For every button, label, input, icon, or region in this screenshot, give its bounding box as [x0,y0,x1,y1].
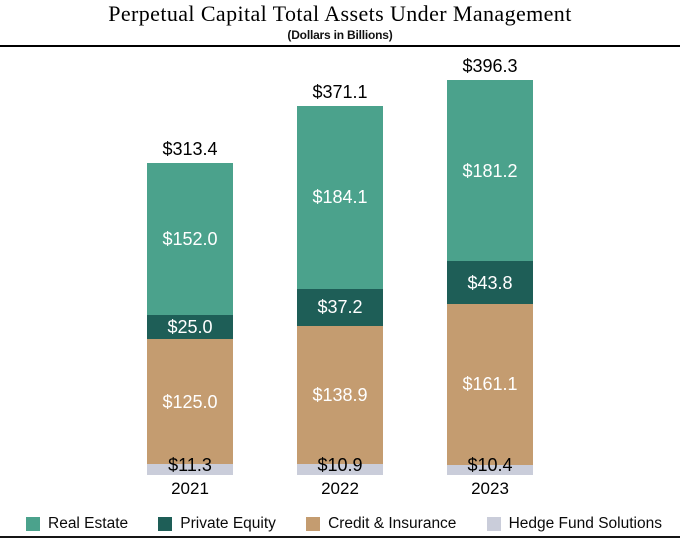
footer-rule [0,536,680,538]
value-label-hedge-fund-solutions-2021: $11.3 [168,455,212,475]
chart-legend: Real Estate Private Equity Credit & Insura… [0,513,680,535]
value-label-real-estate-2022: $184.1 [312,187,368,208]
bar-2023: $181.2 $43.8 $161.1 $10.4 $396.3 [447,57,533,475]
value-label-real-estate-2023: $181.2 [462,160,518,181]
legend-swatch-private-equity [158,517,173,531]
segment-real-estate-2022: $184.1 [297,105,383,289]
value-label-hedge-fund-solutions-2023: $10.4 [467,455,513,475]
legend-swatch-real-estate [26,517,40,531]
legend-label-real-estate: Real Estate [48,515,129,532]
legend-item-hedge-fund-solutions: Hedge Fund Solutions [486,515,662,533]
segment-real-estate-2023: $181.2 [447,80,533,261]
segment-private-equity-2023: $43.8 [447,260,533,305]
segment-hedge-fund-solutions-2022 [297,464,383,475]
year-label-2023: 2023 [471,479,509,498]
legend-label-private-equity: Private Equity [180,515,276,532]
segment-credit-insurance-2022: $138.9 [297,325,383,465]
value-label-private-equity-2022: $37.2 [317,297,363,318]
legend-swatch-credit-insurance [306,517,321,531]
value-label-credit-insurance-2021: $125.0 [162,391,218,412]
legend-item-private-equity: Private Equity [158,515,276,533]
total-label-2021: $313.4 [162,139,218,160]
title-divider-rule [0,45,680,47]
segment-credit-insurance-2021: $125.0 [147,339,233,464]
value-label-private-equity-2021: $25.0 [167,316,213,337]
legend-label-credit-insurance: Credit & Insurance [328,515,457,532]
legend-swatch-hedge-fund-solutions [486,517,501,531]
value-label-private-equity-2023: $43.8 [467,272,513,293]
value-label-credit-insurance-2023: $161.1 [462,374,518,395]
value-label-credit-insurance-2022: $138.9 [312,385,368,406]
legend-item-real-estate: Real Estate [26,515,128,533]
segment-hedge-fund-solutions-2021 [147,463,233,475]
value-label-real-estate-2021: $152.0 [162,228,218,249]
bar-2022: $184.1 $37.2 $138.9 $10.9 $371.1 [297,83,383,475]
chart-title: Perpetual Capital Total Assets Under Man… [108,1,572,26]
chart-subtitle: (Dollars in Billions) [287,28,393,42]
segment-private-equity-2021: $25.0 [147,314,233,340]
segment-private-equity-2022: $37.2 [297,288,383,326]
legend-item-credit-insurance: Credit & Insurance [306,515,456,533]
bar-2021: $152.0 $25.0 $125.0 $11.3 $313.4 [147,140,233,475]
total-label-2023: $396.3 [462,56,518,77]
year-label-2022: 2022 [321,479,359,498]
segment-real-estate-2021: $152.0 [147,163,233,315]
segment-hedge-fund-solutions-2023 [447,464,533,475]
total-label-2022: $371.1 [312,81,368,102]
value-label-hedge-fund-solutions-2022: $10.9 [317,455,363,475]
year-label-2021: 2021 [171,479,209,498]
segment-credit-insurance-2023: $161.1 [447,304,533,465]
legend-label-hedge-fund-solutions: Hedge Fund Solutions [508,515,662,532]
